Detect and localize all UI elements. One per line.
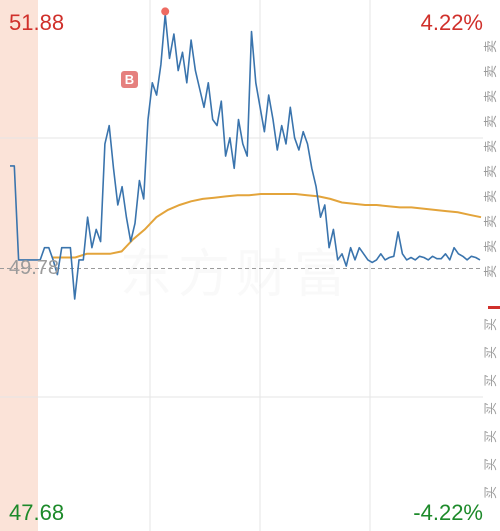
average-price-line <box>52 193 482 259</box>
buy-order-book: 买买买买买买买 <box>483 318 500 523</box>
peak-marker-dot <box>161 7 170 16</box>
buy-level-glyph: 买 <box>484 429 500 444</box>
sell-level-glyph: 卖 <box>484 264 500 279</box>
sell-level-glyph: 卖 <box>484 239 500 254</box>
buy-level-glyph: 买 <box>484 373 500 388</box>
pct-high-label: 4.22% <box>420 10 483 35</box>
buy-level-glyph: 买 <box>484 401 500 416</box>
buy-level-glyph: 买 <box>484 317 500 332</box>
price-low-label: 47.68 <box>9 500 65 525</box>
sell-level-glyph: 卖 <box>484 214 500 229</box>
sell-level-glyph: 卖 <box>484 64 500 79</box>
order-book-divider <box>488 306 500 309</box>
pct-low-label: -4.22% <box>413 500 483 525</box>
sell-level-glyph: 卖 <box>484 89 500 104</box>
sell-level-glyph: 卖 <box>484 189 500 204</box>
sell-order-book: 卖卖卖卖卖卖卖卖卖卖 <box>483 40 500 300</box>
auction-band <box>0 0 38 531</box>
sell-level-glyph: 卖 <box>484 139 500 154</box>
buy-level-glyph: 买 <box>484 457 500 472</box>
price-high-label: 51.88 <box>9 10 65 35</box>
sell-level-glyph: 卖 <box>484 164 500 179</box>
pre-close-label: 49.78 <box>9 257 60 279</box>
sell-level-glyph: 卖 <box>484 39 500 54</box>
price-line <box>10 13 481 300</box>
buy-level-glyph: 买 <box>484 345 500 360</box>
buy-level-glyph: 买 <box>484 485 500 500</box>
watermark: 东方财富 <box>120 245 353 305</box>
buy-marker-badge[interactable]: B <box>121 71 138 88</box>
sell-level-glyph: 卖 <box>484 114 500 129</box>
